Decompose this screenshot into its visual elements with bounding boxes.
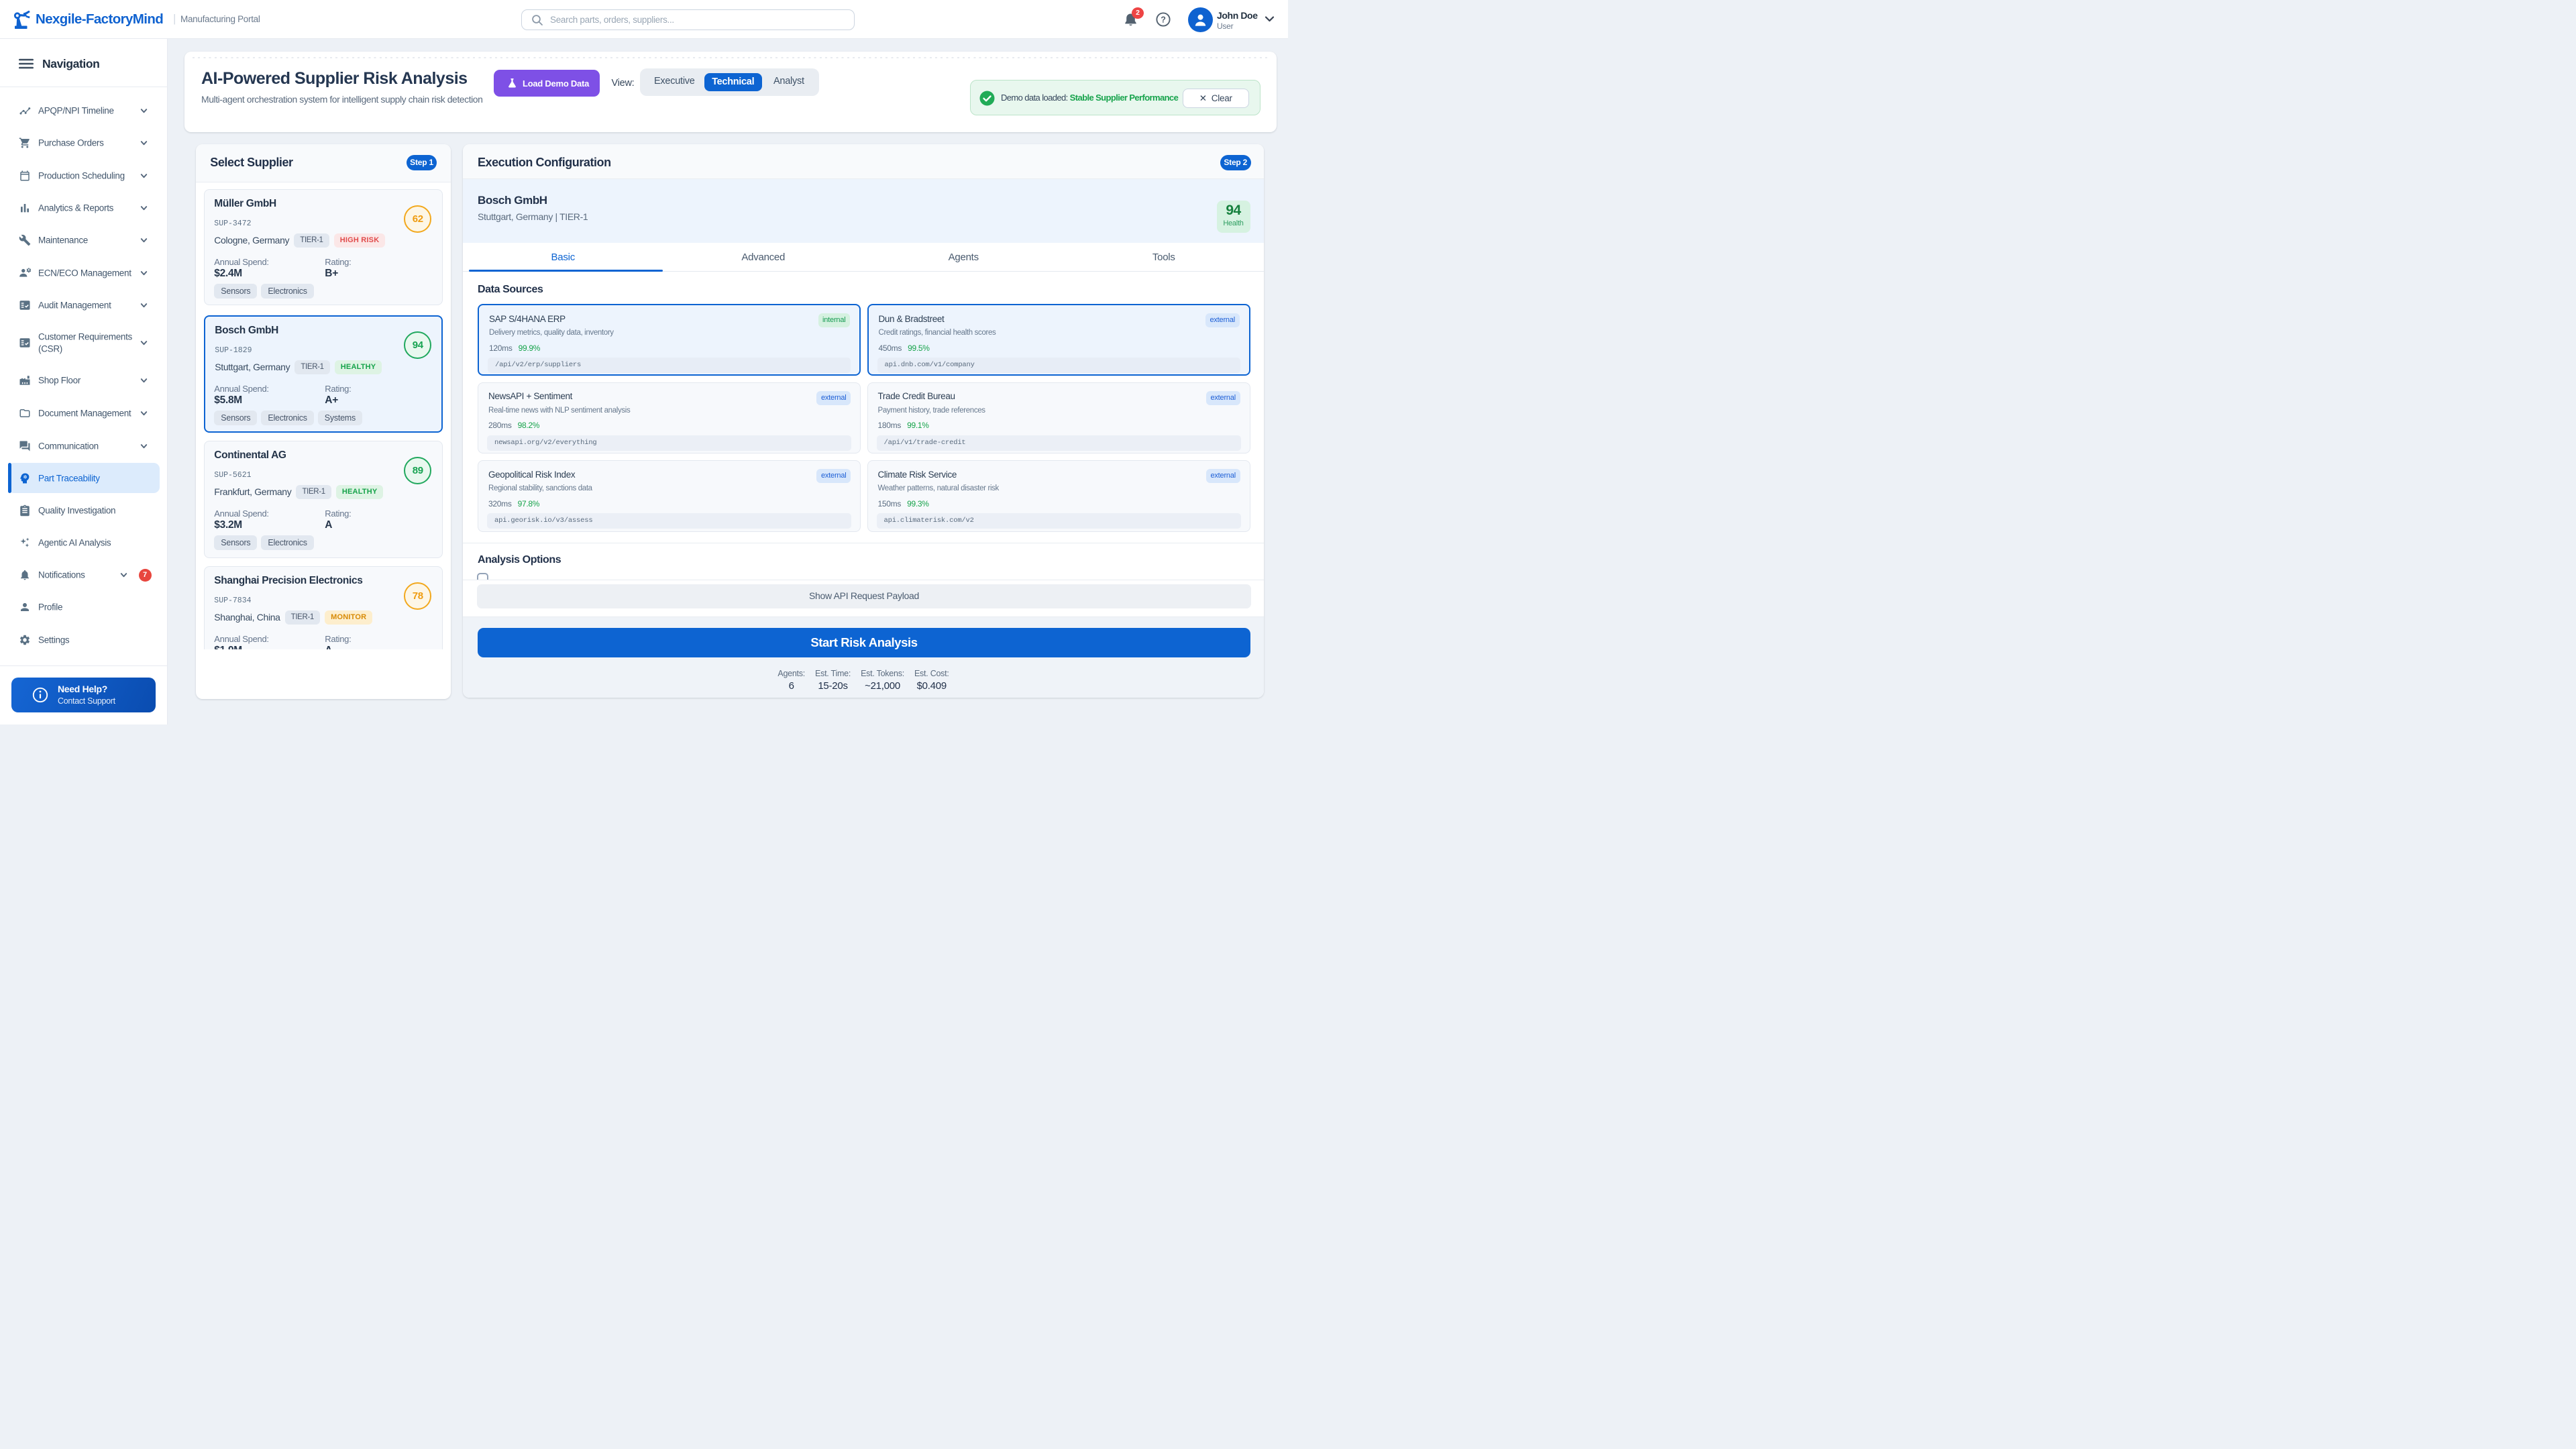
svg-text:?: ? [1161,15,1165,24]
